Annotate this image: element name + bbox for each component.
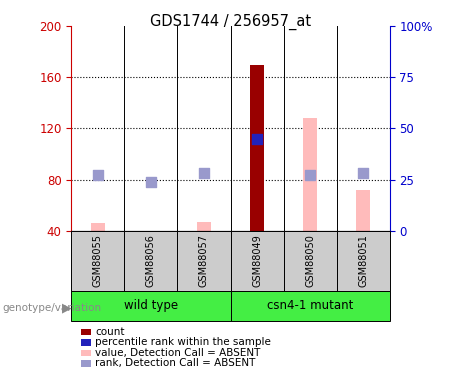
Text: ▶: ▶ [62, 302, 71, 315]
Point [359, 170, 366, 176]
Point [148, 178, 155, 184]
Point [254, 136, 261, 142]
Bar [197, 222, 211, 231]
Text: GSM88055: GSM88055 [93, 234, 103, 287]
Text: rank, Detection Call = ABSENT: rank, Detection Call = ABSENT [95, 358, 256, 368]
Point [306, 172, 313, 178]
Text: GSM88057: GSM88057 [199, 234, 209, 287]
Text: percentile rank within the sample: percentile rank within the sample [95, 338, 272, 347]
Bar [91, 223, 105, 231]
Bar [71, 231, 124, 291]
Point [94, 172, 101, 178]
Text: genotype/variation: genotype/variation [2, 303, 101, 313]
Bar [284, 231, 337, 291]
Bar [177, 231, 230, 291]
Text: count: count [95, 327, 125, 337]
Text: GSM88049: GSM88049 [252, 234, 262, 287]
Text: value, Detection Call = ABSENT: value, Detection Call = ABSENT [95, 348, 261, 358]
Bar [71, 291, 230, 321]
Bar [303, 118, 317, 231]
Text: GSM88051: GSM88051 [358, 234, 368, 287]
Bar [250, 64, 264, 231]
Text: GSM88050: GSM88050 [305, 234, 315, 287]
Text: GSM88056: GSM88056 [146, 234, 156, 287]
Bar [230, 291, 390, 321]
Bar [356, 190, 370, 231]
Point [200, 170, 207, 176]
Bar [337, 231, 390, 291]
Text: wild type: wild type [124, 299, 178, 312]
Bar [124, 231, 177, 291]
Text: csn4-1 mutant: csn4-1 mutant [267, 299, 353, 312]
Bar [230, 231, 284, 291]
Text: GDS1744 / 256957_at: GDS1744 / 256957_at [150, 14, 311, 30]
